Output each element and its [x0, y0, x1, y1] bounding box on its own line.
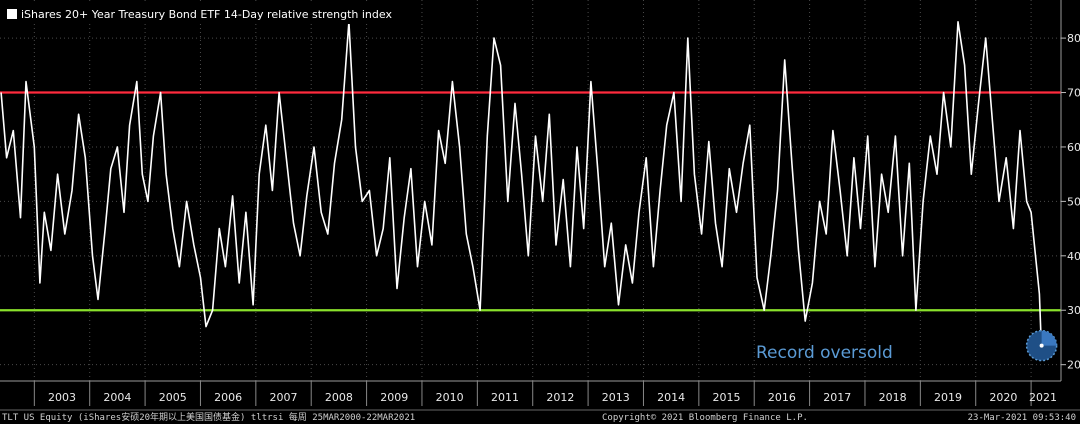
x-tick-label-2009: 2009	[380, 391, 408, 404]
footer-copyright: Copyright© 2021 Bloomberg Finance L.P.	[602, 413, 808, 423]
x-tick-label-2013: 2013	[602, 391, 630, 404]
x-tick-label-2018: 2018	[879, 391, 907, 404]
x-tick-label-2012: 2012	[546, 391, 574, 404]
legend-label: iShares 20+ Year Treasury Bond ETF 14-Da…	[21, 8, 392, 21]
x-tick-label-2020: 2020	[989, 391, 1017, 404]
x-tick-label-2014: 2014	[657, 391, 685, 404]
x-tick-label-2017: 2017	[823, 391, 851, 404]
rsi-series-line	[0, 21, 1045, 355]
x-tick-label-2004: 2004	[103, 391, 131, 404]
y-tick-label-40: 40	[1067, 250, 1080, 263]
marker-wedge	[1041, 330, 1057, 346]
footer-left-text: TLT US Equity (iShares安硕20年期以上美国国债基金) tl…	[2, 411, 415, 423]
x-tick-label-2021: 2021	[1029, 391, 1057, 404]
x-tick-label-2019: 2019	[934, 391, 962, 404]
y-tick-label-60: 60	[1067, 141, 1080, 154]
record-oversold-marker	[1025, 329, 1058, 362]
y-axis-ticks: 20 30 40 50 60 70 80	[1061, 32, 1080, 372]
y-tick-label-50: 50	[1067, 195, 1080, 208]
x-tick-label-2007: 2007	[270, 391, 298, 404]
marker-center	[1039, 343, 1044, 348]
y-tick-label-30: 30	[1067, 304, 1080, 317]
x-tick-label-2005: 2005	[159, 391, 187, 404]
x-tick-label-2006: 2006	[214, 391, 242, 404]
y-tick-label-80: 80	[1067, 32, 1080, 45]
reference-lines	[0, 91, 1061, 312]
y-tick-label-20: 20	[1067, 359, 1080, 372]
x-axis-ticks: 2003 2004 2005 2006 2007 2008 2009 2010 2011 2012…	[33, 381, 1057, 406]
legend: iShares 20+ Year Treasury Bond ETF 14-Da…	[0, 4, 392, 24]
legend-background	[0, 4, 372, 24]
x-tick-label-2011: 2011	[491, 391, 519, 404]
x-tick-label-2008: 2008	[325, 391, 353, 404]
record-oversold-annotation: Record oversold	[756, 343, 893, 363]
x-tick-label-2003: 2003	[48, 391, 76, 404]
x-tick-label-2016: 2016	[768, 391, 796, 404]
legend-swatch	[7, 9, 17, 19]
x-tick-label-2010: 2010	[436, 391, 464, 404]
y-tick-label-70: 70	[1067, 87, 1080, 100]
footer-timestamp: 23-Mar-2021 09:53:40	[968, 413, 1076, 423]
x-tick-label-2015: 2015	[713, 391, 741, 404]
